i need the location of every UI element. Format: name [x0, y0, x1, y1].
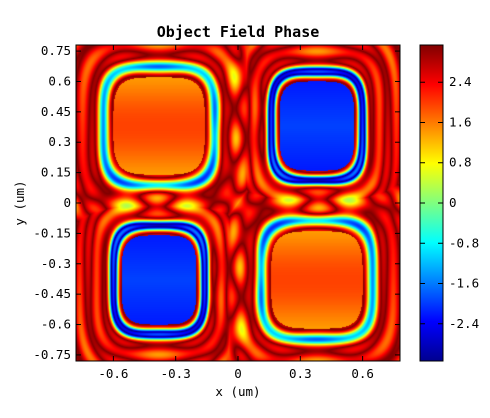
y-tick-label: -0.3 — [41, 256, 71, 271]
x-tick-label: 0.6 — [351, 366, 374, 381]
colorbar-tick-label: 2.4 — [449, 74, 472, 89]
y-axis-label: y (um) — [12, 180, 27, 225]
y-tick-label: -0.75 — [33, 347, 71, 362]
colorbar: 2.4 1.6 0.8 0 -0.8 -1.6 -2.4 — [419, 44, 479, 362]
phase-heatmap — [76, 45, 400, 361]
x-axis-label: x (um) — [215, 384, 260, 399]
y-tick-label: -0.6 — [41, 317, 71, 332]
y-tick-label: 0 — [63, 195, 71, 210]
colorbar-tick-label: 0 — [449, 195, 457, 210]
plot-area — [75, 44, 401, 362]
colorbar-tick-label: -0.8 — [449, 235, 479, 250]
colorbar-tick-label: -2.4 — [449, 316, 479, 331]
y-tick-label: 0.6 — [48, 73, 71, 88]
y-tick-label: 0.15 — [41, 165, 71, 180]
chart-title: Object Field Phase — [157, 23, 320, 41]
colorbar-tick-label: -1.6 — [449, 276, 479, 291]
x-axis-ticks: -0.6 -0.3 0 0.3 0.6 — [98, 45, 374, 381]
colorbar-ticks: 2.4 1.6 0.8 0 -0.8 -1.6 -2.4 — [420, 74, 479, 331]
y-tick-label: 0.3 — [48, 134, 71, 149]
y-tick-label: -0.45 — [33, 286, 71, 301]
y-tick-label: 0.45 — [41, 104, 71, 119]
x-tick-label: 0.3 — [289, 366, 312, 381]
colorbar-tick-label: 0.8 — [449, 155, 472, 170]
x-tick-label: 0 — [234, 366, 242, 381]
y-tick-label: -0.15 — [33, 225, 71, 240]
x-tick-label: -0.6 — [98, 366, 128, 381]
colorbar-tick-label: 1.6 — [449, 114, 472, 129]
y-tick-label: 0.75 — [41, 43, 71, 58]
y-axis-ticks: 0.75 0.6 0.45 0.3 0.15 0 -0.15 -0.3 -0.45 -0.6 -0.… — [33, 43, 400, 362]
x-tick-label: -0.3 — [161, 366, 191, 381]
